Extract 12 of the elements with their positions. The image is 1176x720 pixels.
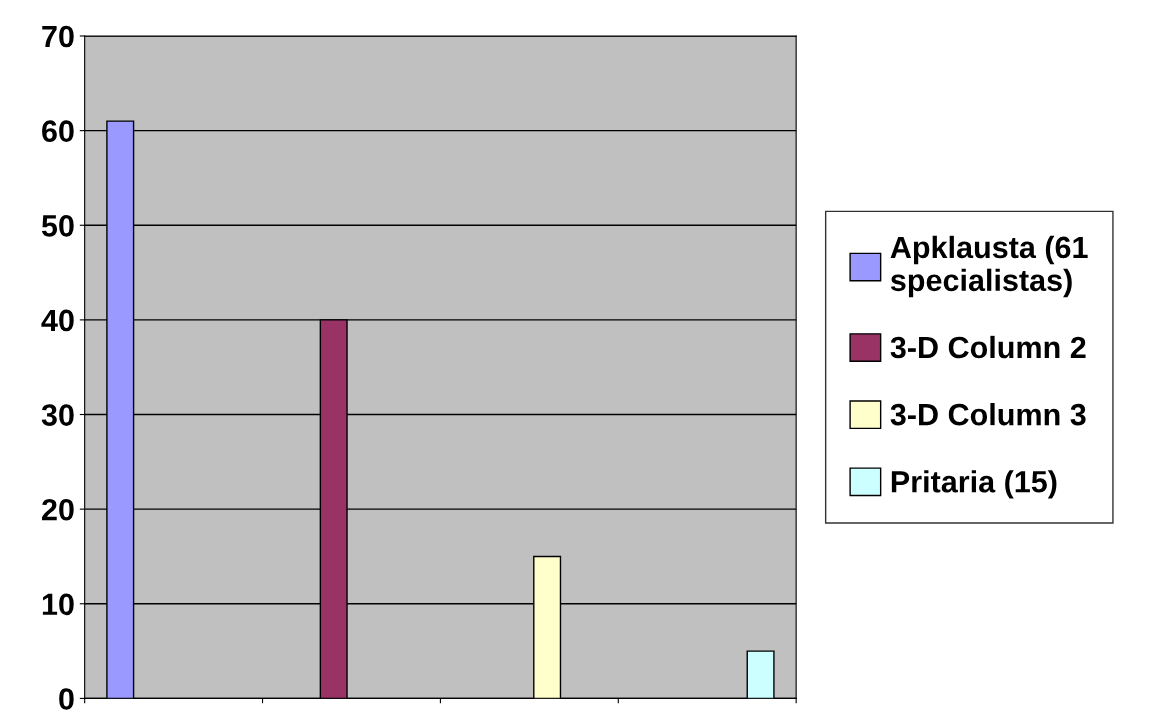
y-tick-label: 60	[42, 120, 74, 142]
y-tick-label: 70	[42, 25, 74, 48]
y-tick-label: 50	[41, 214, 74, 237]
y-tick-label: 30	[41, 404, 74, 426]
y-tick-label: 0	[59, 688, 74, 710]
legend-label: Apklausta (61 specialistas)	[890, 235, 1088, 298]
y-tick-label: 40	[41, 309, 74, 332]
y-tick-label: 10	[42, 593, 74, 616]
legend-label: 3-D Column 2	[890, 335, 1086, 359]
y-tick-label: 20	[42, 498, 74, 521]
legend-label: Pritaria (15)	[891, 470, 1057, 499]
legend-label: 3-D Column 3	[890, 402, 1086, 426]
